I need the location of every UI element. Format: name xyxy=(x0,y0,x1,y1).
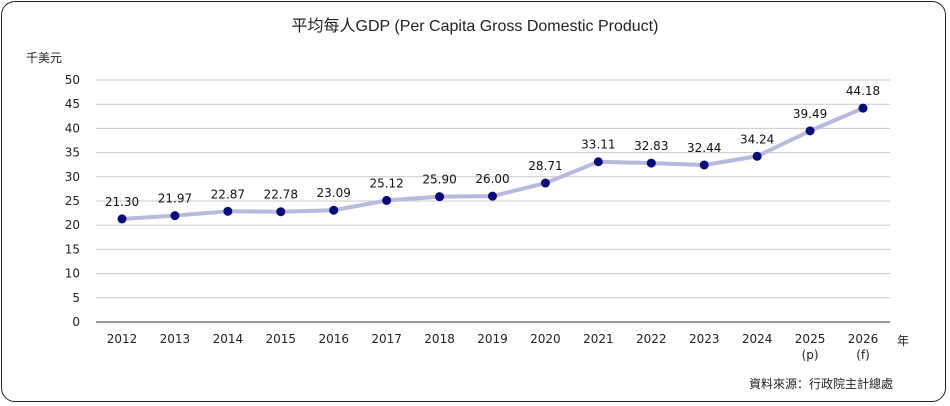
data-label: 25.12 xyxy=(369,176,403,190)
source-note: 資料來源：行政院主計總處 xyxy=(749,376,893,391)
data-label: 28.71 xyxy=(528,159,562,173)
data-label: 34.24 xyxy=(740,132,774,146)
x-tick-label: 2015 xyxy=(266,332,297,346)
y-tick-label: 25 xyxy=(65,194,80,208)
x-tick-label: 2022 xyxy=(636,332,667,346)
data-point xyxy=(752,151,762,161)
data-label: 21.97 xyxy=(158,192,192,206)
x-tick-label: 2012 xyxy=(107,332,138,346)
data-point xyxy=(646,158,656,168)
x-tick-label: 2023 xyxy=(689,332,720,346)
data-point xyxy=(540,178,550,188)
y-tick-label: 30 xyxy=(65,170,80,184)
data-point xyxy=(170,211,180,221)
data-point xyxy=(858,103,868,113)
x-tick-label: 2013 xyxy=(160,332,191,346)
data-point xyxy=(382,195,392,205)
data-point xyxy=(276,207,286,217)
y-tick-label: 0 xyxy=(72,315,80,329)
y-tick-label: 50 xyxy=(65,73,80,87)
data-label: 32.83 xyxy=(634,139,668,153)
x-tick-label: 2021 xyxy=(583,332,614,346)
data-point xyxy=(329,205,339,215)
data-point xyxy=(593,157,603,167)
y-tick-label: 35 xyxy=(65,146,80,160)
x-tick-label: 2019 xyxy=(477,332,508,346)
y-tick-label: 40 xyxy=(65,121,80,135)
x-axis-label: 年 xyxy=(897,334,909,348)
data-label: 44.18 xyxy=(846,84,880,98)
series-line xyxy=(121,106,864,221)
y-axis-label: 千美元 xyxy=(26,51,62,65)
x-tick-label: 2016 xyxy=(318,332,349,346)
data-label: 23.09 xyxy=(317,186,351,200)
data-label: 22.78 xyxy=(264,188,298,202)
data-point xyxy=(488,191,497,201)
x-tick-label: 2014 xyxy=(213,332,244,346)
x-tick-label: 2017 xyxy=(371,332,402,346)
data-label: 26.00 xyxy=(475,172,509,186)
data-label: 22.87 xyxy=(211,187,245,201)
data-label: 25.90 xyxy=(422,173,456,187)
y-tick-label: 15 xyxy=(65,242,80,256)
y-tick-label: 5 xyxy=(72,291,80,305)
data-point xyxy=(223,206,233,216)
data-point xyxy=(435,192,445,202)
data-point xyxy=(699,160,709,170)
y-tick-label: 10 xyxy=(65,267,80,281)
y-tick-label: 20 xyxy=(65,218,80,232)
data-label: 33.11 xyxy=(581,138,615,152)
data-label: 32.44 xyxy=(687,141,721,155)
x-tick-label: 2020 xyxy=(530,332,561,346)
x-tick-label: 2026 (f) xyxy=(848,332,879,362)
y-tick-label: 45 xyxy=(65,97,80,111)
chart-title: 平均每人GDP (Per Capita Gross Domestic Produ… xyxy=(292,17,659,35)
x-tick-label: 2025 (p) xyxy=(795,332,826,362)
data-point xyxy=(117,214,127,224)
data-label: 21.30 xyxy=(105,195,139,209)
data-point xyxy=(805,126,815,136)
data-label: 39.49 xyxy=(793,107,827,121)
x-tick-label: 2018 xyxy=(424,332,455,346)
x-tick-label: 2024 xyxy=(742,332,773,346)
